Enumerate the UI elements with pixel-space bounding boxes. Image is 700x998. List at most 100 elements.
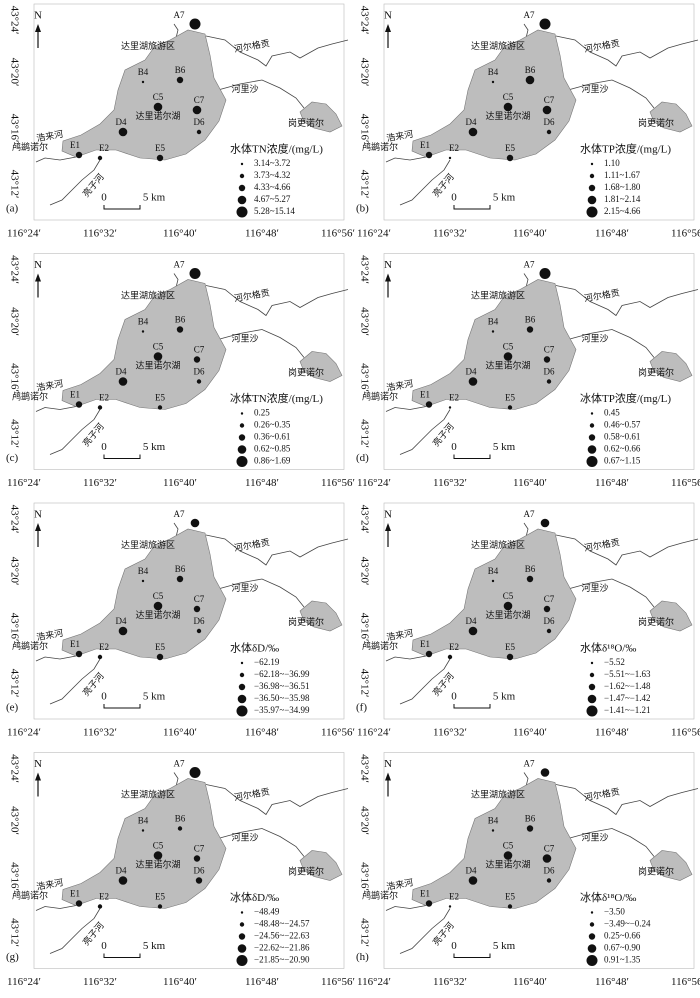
station-label: C5 <box>503 342 514 352</box>
place-label: 河尔格贡 <box>583 786 620 803</box>
place-label: 鸬鹚诺尔 <box>362 391 398 402</box>
latitude-label: 43°12′ <box>8 669 20 698</box>
place-label: 达里诺尔湖 <box>135 609 180 620</box>
panel-letter: (e) <box>6 702 19 714</box>
place-label: 河里沙 <box>581 582 608 593</box>
latitude-label: 43°16′ <box>358 613 370 642</box>
place-label: 浩来河 <box>385 627 414 643</box>
place-label: 岗更诺尔 <box>288 616 324 627</box>
legend-item: −21.85~−20.90 <box>254 955 310 965</box>
longitude-label: 116°24′ <box>357 976 391 988</box>
sample-point <box>546 129 552 135</box>
legend-symbol <box>236 955 248 966</box>
river <box>523 772 529 787</box>
longitude-label: 116°48′ <box>245 976 279 988</box>
lake <box>649 850 693 881</box>
lake <box>299 351 343 382</box>
river <box>555 285 699 317</box>
legend-symbol <box>588 184 596 192</box>
station-label: E1 <box>70 889 80 899</box>
river <box>555 35 699 67</box>
station-label: C7 <box>194 345 205 355</box>
latitude-label: 43°16′ <box>8 613 20 642</box>
longitude-label: 116°48′ <box>245 477 279 489</box>
sample-point <box>425 650 433 658</box>
sample-point <box>468 626 478 636</box>
river <box>35 156 77 163</box>
scale-bar <box>103 704 141 709</box>
river <box>399 658 451 705</box>
sample-point <box>546 379 552 384</box>
station-label: E5 <box>505 642 515 652</box>
legend-symbol <box>586 955 598 966</box>
latitude-label: 43°24′ <box>358 505 370 534</box>
legend-item: −5.51~−1.63 <box>604 669 651 679</box>
sample-point <box>196 628 202 634</box>
longitude-label: 116°24′ <box>357 477 391 489</box>
legend-item: 1.11~1.67 <box>604 170 641 180</box>
scale-label: 5 km <box>493 192 516 204</box>
longitude-label: 116°40′ <box>513 477 547 489</box>
legend-item: 0.62~0.66 <box>604 444 641 454</box>
legend-item: −48.48~−24.57 <box>254 919 310 929</box>
sample-point <box>176 76 184 84</box>
longitude-label: 116°40′ <box>163 477 197 489</box>
river <box>49 658 101 705</box>
sample-point <box>540 518 550 528</box>
legend-symbol <box>238 683 246 691</box>
legend-symbol <box>587 195 597 205</box>
station-label: E2 <box>449 892 459 902</box>
station-label: A7 <box>174 10 185 20</box>
legend-symbol <box>239 173 245 179</box>
north-arrow-head <box>385 24 391 32</box>
legend-item: 1.68~1.80 <box>604 182 641 192</box>
north-label: N <box>384 758 392 770</box>
longitude-label: 116°48′ <box>595 976 629 988</box>
legend-item: 0.86~1.69 <box>254 456 291 466</box>
legend-symbol <box>238 933 246 940</box>
sample-point <box>189 18 201 30</box>
river <box>523 522 529 538</box>
place-label: 达里诺尔湖 <box>485 859 530 870</box>
river <box>385 655 427 662</box>
sample-point <box>425 401 433 408</box>
station-label: E5 <box>505 393 515 403</box>
scale-zero: 0 <box>451 441 457 453</box>
sample-point <box>141 80 145 84</box>
latitude-label: 43°24′ <box>8 754 20 783</box>
legend-symbol <box>590 412 594 415</box>
map-panel: N 43°24′ 43°20′ 43°16′ 43°12′ 116°24′ 116°32′ 1… <box>356 253 700 489</box>
sample-point <box>468 377 478 386</box>
station-label: B4 <box>488 816 499 826</box>
longitude-label: 116°32′ <box>433 228 467 240</box>
longitude-label: 116°24′ <box>7 228 41 240</box>
station-label: C5 <box>503 92 514 102</box>
sample-point <box>448 156 452 160</box>
station-label: E1 <box>420 889 430 899</box>
legend-item: 0.45 <box>604 408 620 418</box>
sample-point <box>153 851 163 860</box>
legend-symbol <box>239 672 245 678</box>
sample-point <box>97 904 103 909</box>
station-label: E1 <box>420 390 430 400</box>
river <box>35 406 77 412</box>
station-label: B4 <box>138 566 149 576</box>
legend-symbol <box>240 911 244 914</box>
longitude-label: 116°56′ <box>321 727 355 739</box>
sample-point <box>156 154 164 162</box>
station-label: B4 <box>138 67 149 77</box>
longitude-label: 116°40′ <box>513 727 547 739</box>
legend-symbol <box>586 456 598 467</box>
sample-point <box>176 326 184 333</box>
latitude-label: 43°16′ <box>8 114 20 143</box>
legend-title: 冰体δD/‰ <box>230 890 279 904</box>
sample-point <box>141 330 145 333</box>
north-label: N <box>384 509 392 521</box>
river <box>217 79 305 109</box>
map-frame <box>383 502 695 720</box>
legend-item: 5.28~15.14 <box>254 206 295 216</box>
legend-item: −36.50~−35.98 <box>254 693 310 703</box>
place-label: 河尔格贡 <box>583 287 620 304</box>
place-label: 达里诺尔湖 <box>485 360 530 371</box>
sample-point <box>506 154 514 162</box>
